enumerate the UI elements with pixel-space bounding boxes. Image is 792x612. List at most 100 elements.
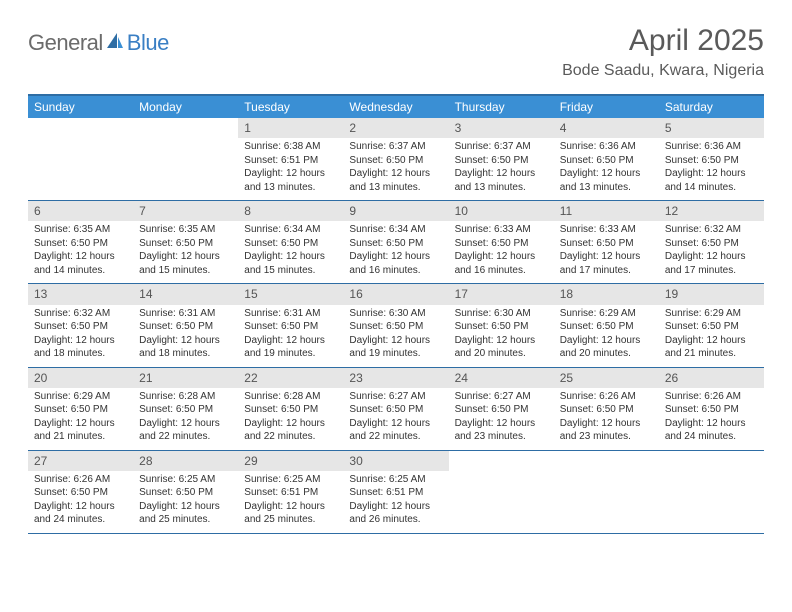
day-cell: 19Sunrise: 6:29 AMSunset: 6:50 PMDayligh…	[659, 284, 764, 366]
day-cell: 2Sunrise: 6:37 AMSunset: 6:50 PMDaylight…	[343, 118, 448, 200]
sunset-text: Sunset: 6:50 PM	[139, 237, 232, 251]
sunrise-text: Sunrise: 6:27 AM	[349, 390, 442, 404]
sunrise-text: Sunrise: 6:38 AM	[244, 140, 337, 154]
sunset-text: Sunset: 6:50 PM	[349, 154, 442, 168]
day-number: 12	[659, 201, 764, 221]
day-body: Sunrise: 6:37 AMSunset: 6:50 PMDaylight:…	[449, 138, 554, 200]
day-body: Sunrise: 6:34 AMSunset: 6:50 PMDaylight:…	[343, 221, 448, 283]
day-cell: 27Sunrise: 6:26 AMSunset: 6:50 PMDayligh…	[28, 451, 133, 533]
day-number: 29	[238, 451, 343, 471]
sunrise-text: Sunrise: 6:27 AM	[455, 390, 548, 404]
dow-thursday: Thursday	[449, 96, 554, 118]
day-body: Sunrise: 6:33 AMSunset: 6:50 PMDaylight:…	[554, 221, 659, 283]
day-body: Sunrise: 6:35 AMSunset: 6:50 PMDaylight:…	[28, 221, 133, 283]
page-subtitle: Bode Saadu, Kwara, Nigeria	[562, 62, 764, 80]
day-cell: 12Sunrise: 6:32 AMSunset: 6:50 PMDayligh…	[659, 201, 764, 283]
sunrise-text: Sunrise: 6:29 AM	[665, 307, 758, 321]
day-cell: 6Sunrise: 6:35 AMSunset: 6:50 PMDaylight…	[28, 201, 133, 283]
sunrise-text: Sunrise: 6:31 AM	[139, 307, 232, 321]
day-cell: 30Sunrise: 6:25 AMSunset: 6:51 PMDayligh…	[343, 451, 448, 533]
day-body: Sunrise: 6:30 AMSunset: 6:50 PMDaylight:…	[343, 305, 448, 367]
sunrise-text: Sunrise: 6:26 AM	[665, 390, 758, 404]
day-body: Sunrise: 6:30 AMSunset: 6:50 PMDaylight:…	[449, 305, 554, 367]
page: General Blue April 2025 Bode Saadu, Kwar…	[0, 0, 792, 558]
day-cell: 3Sunrise: 6:37 AMSunset: 6:50 PMDaylight…	[449, 118, 554, 200]
sunrise-text: Sunrise: 6:34 AM	[349, 223, 442, 237]
day-body: Sunrise: 6:27 AMSunset: 6:50 PMDaylight:…	[449, 388, 554, 450]
day-body: Sunrise: 6:32 AMSunset: 6:50 PMDaylight:…	[659, 221, 764, 283]
sunrise-text: Sunrise: 6:30 AM	[349, 307, 442, 321]
daylight-text: Daylight: 12 hours and 17 minutes.	[560, 250, 653, 277]
daylight-text: Daylight: 12 hours and 13 minutes.	[455, 167, 548, 194]
sunset-text: Sunset: 6:50 PM	[244, 237, 337, 251]
logo-text-blue: Blue	[127, 30, 169, 56]
page-title: April 2025	[562, 24, 764, 58]
sunrise-text: Sunrise: 6:37 AM	[455, 140, 548, 154]
day-body: Sunrise: 6:27 AMSunset: 6:50 PMDaylight:…	[343, 388, 448, 450]
day-cell: 16Sunrise: 6:30 AMSunset: 6:50 PMDayligh…	[343, 284, 448, 366]
daylight-text: Daylight: 12 hours and 21 minutes.	[34, 417, 127, 444]
week-row: 27Sunrise: 6:26 AMSunset: 6:50 PMDayligh…	[28, 451, 764, 534]
sunrise-text: Sunrise: 6:31 AM	[244, 307, 337, 321]
daylight-text: Daylight: 12 hours and 22 minutes.	[139, 417, 232, 444]
sunset-text: Sunset: 6:51 PM	[349, 486, 442, 500]
day-cell: 5Sunrise: 6:36 AMSunset: 6:50 PMDaylight…	[659, 118, 764, 200]
day-body: Sunrise: 6:31 AMSunset: 6:50 PMDaylight:…	[133, 305, 238, 367]
sunrise-text: Sunrise: 6:30 AM	[455, 307, 548, 321]
day-cell: 7Sunrise: 6:35 AMSunset: 6:50 PMDaylight…	[133, 201, 238, 283]
sunset-text: Sunset: 6:50 PM	[455, 320, 548, 334]
day-number: 25	[554, 368, 659, 388]
day-cell: 20Sunrise: 6:29 AMSunset: 6:50 PMDayligh…	[28, 368, 133, 450]
day-cell: 18Sunrise: 6:29 AMSunset: 6:50 PMDayligh…	[554, 284, 659, 366]
day-number: 23	[343, 368, 448, 388]
day-cell: 9Sunrise: 6:34 AMSunset: 6:50 PMDaylight…	[343, 201, 448, 283]
day-number: 6	[28, 201, 133, 221]
day-cell: 29Sunrise: 6:25 AMSunset: 6:51 PMDayligh…	[238, 451, 343, 533]
day-cell: 24Sunrise: 6:27 AMSunset: 6:50 PMDayligh…	[449, 368, 554, 450]
dow-friday: Friday	[554, 96, 659, 118]
day-number: 9	[343, 201, 448, 221]
day-body: Sunrise: 6:28 AMSunset: 6:50 PMDaylight:…	[133, 388, 238, 450]
day-body: Sunrise: 6:32 AMSunset: 6:50 PMDaylight:…	[28, 305, 133, 367]
day-number: 22	[238, 368, 343, 388]
day-number: 3	[449, 118, 554, 138]
daylight-text: Daylight: 12 hours and 25 minutes.	[139, 500, 232, 527]
day-number: 8	[238, 201, 343, 221]
daylight-text: Daylight: 12 hours and 20 minutes.	[560, 334, 653, 361]
day-number: 1	[238, 118, 343, 138]
sunset-text: Sunset: 6:50 PM	[34, 237, 127, 251]
daylight-text: Daylight: 12 hours and 24 minutes.	[34, 500, 127, 527]
day-body: Sunrise: 6:38 AMSunset: 6:51 PMDaylight:…	[238, 138, 343, 200]
dow-monday: Monday	[133, 96, 238, 118]
daylight-text: Daylight: 12 hours and 18 minutes.	[139, 334, 232, 361]
sunset-text: Sunset: 6:50 PM	[665, 154, 758, 168]
daylight-text: Daylight: 12 hours and 15 minutes.	[244, 250, 337, 277]
day-cell: 15Sunrise: 6:31 AMSunset: 6:50 PMDayligh…	[238, 284, 343, 366]
day-cell: 21Sunrise: 6:28 AMSunset: 6:50 PMDayligh…	[133, 368, 238, 450]
sunrise-text: Sunrise: 6:32 AM	[665, 223, 758, 237]
day-cell: 26Sunrise: 6:26 AMSunset: 6:50 PMDayligh…	[659, 368, 764, 450]
daylight-text: Daylight: 12 hours and 17 minutes.	[665, 250, 758, 277]
day-body: Sunrise: 6:29 AMSunset: 6:50 PMDaylight:…	[28, 388, 133, 450]
weeks-container: 1Sunrise: 6:38 AMSunset: 6:51 PMDaylight…	[28, 118, 764, 534]
sunrise-text: Sunrise: 6:34 AM	[244, 223, 337, 237]
day-body: Sunrise: 6:29 AMSunset: 6:50 PMDaylight:…	[554, 305, 659, 367]
daylight-text: Daylight: 12 hours and 22 minutes.	[244, 417, 337, 444]
sunrise-text: Sunrise: 6:29 AM	[560, 307, 653, 321]
day-number: 27	[28, 451, 133, 471]
sunrise-text: Sunrise: 6:33 AM	[455, 223, 548, 237]
daylight-text: Daylight: 12 hours and 25 minutes.	[244, 500, 337, 527]
sunset-text: Sunset: 6:50 PM	[34, 320, 127, 334]
day-number: 10	[449, 201, 554, 221]
sunset-text: Sunset: 6:50 PM	[34, 486, 127, 500]
sunset-text: Sunset: 6:50 PM	[34, 403, 127, 417]
sunrise-text: Sunrise: 6:36 AM	[665, 140, 758, 154]
sunrise-text: Sunrise: 6:32 AM	[34, 307, 127, 321]
sunrise-text: Sunrise: 6:25 AM	[349, 473, 442, 487]
sunset-text: Sunset: 6:50 PM	[139, 320, 232, 334]
day-number: 16	[343, 284, 448, 304]
sunset-text: Sunset: 6:50 PM	[244, 403, 337, 417]
day-number: 17	[449, 284, 554, 304]
sunrise-text: Sunrise: 6:25 AM	[139, 473, 232, 487]
sunset-text: Sunset: 6:50 PM	[139, 486, 232, 500]
